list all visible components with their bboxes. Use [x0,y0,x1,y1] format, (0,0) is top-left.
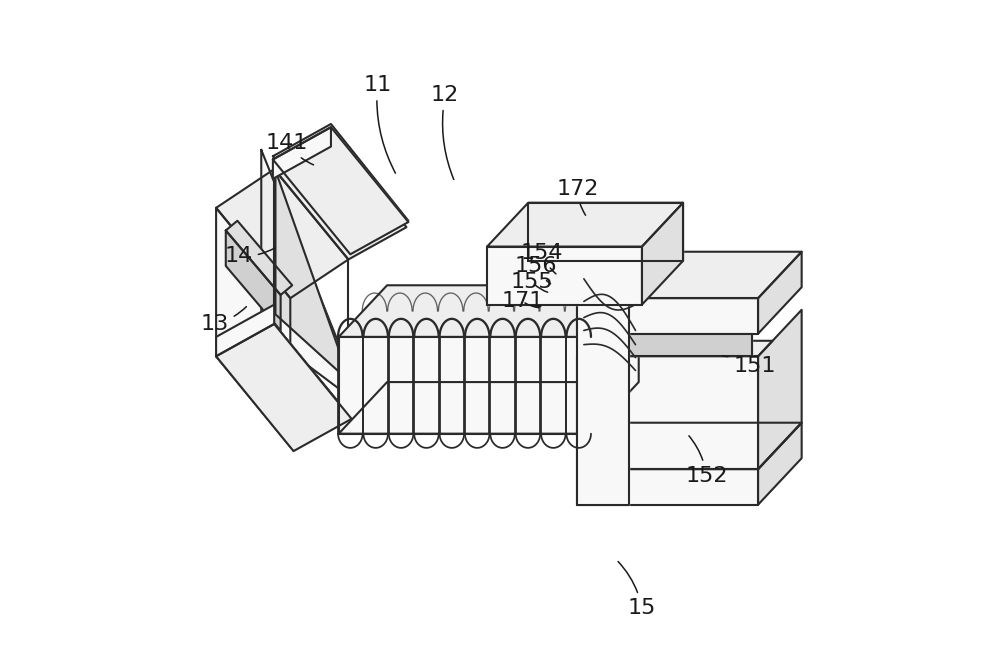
Polygon shape [226,221,292,295]
Polygon shape [216,324,348,446]
Text: 14: 14 [225,246,275,266]
Polygon shape [577,469,758,505]
Text: 12: 12 [431,85,459,179]
Polygon shape [577,356,758,469]
Polygon shape [577,298,758,334]
Polygon shape [577,251,673,298]
Polygon shape [487,203,683,247]
Polygon shape [758,422,802,505]
Polygon shape [275,170,350,382]
Polygon shape [590,285,639,434]
Polygon shape [642,203,683,305]
Polygon shape [274,137,406,259]
Text: 154: 154 [521,243,563,274]
Text: 11: 11 [363,75,395,173]
Polygon shape [758,310,802,469]
Text: 151: 151 [722,356,776,376]
Text: 171: 171 [501,292,544,312]
Text: 141: 141 [266,133,314,165]
Polygon shape [528,203,683,260]
Polygon shape [261,150,365,408]
Text: 156: 156 [514,256,557,284]
Polygon shape [273,127,408,254]
Polygon shape [339,285,639,337]
Polygon shape [339,382,639,434]
Text: 152: 152 [685,436,728,485]
Text: 155: 155 [511,272,554,292]
Polygon shape [577,341,773,356]
Text: 13: 13 [201,307,246,334]
Polygon shape [487,247,642,305]
Polygon shape [577,298,629,505]
Polygon shape [758,251,802,334]
Polygon shape [273,127,331,179]
Polygon shape [216,324,352,451]
Polygon shape [273,124,408,253]
Polygon shape [216,305,274,356]
Polygon shape [584,334,752,356]
Polygon shape [274,324,348,434]
Polygon shape [226,231,281,330]
Polygon shape [216,208,290,446]
Text: 172: 172 [556,178,599,215]
Text: 15: 15 [618,562,656,618]
Polygon shape [577,251,802,298]
Polygon shape [339,337,590,434]
Polygon shape [577,422,802,469]
Polygon shape [216,169,348,298]
